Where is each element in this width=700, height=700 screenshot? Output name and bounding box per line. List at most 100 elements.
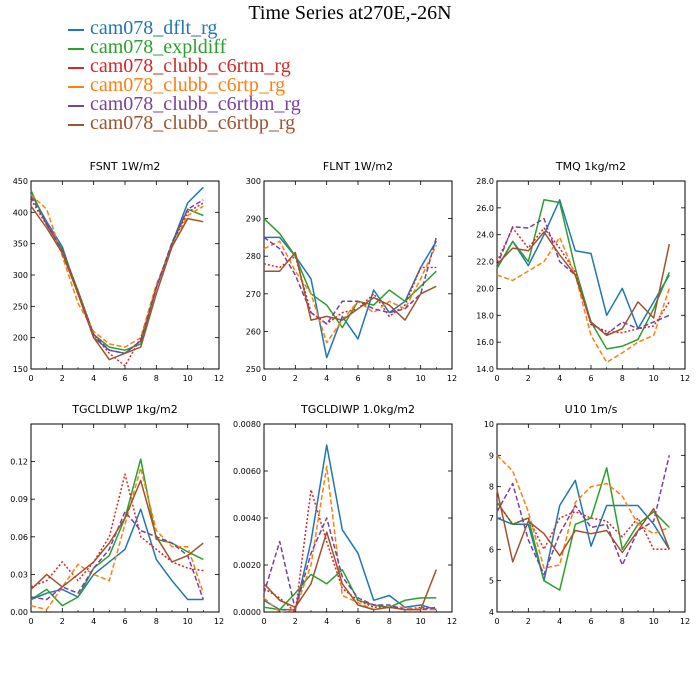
y-tick-label: 150: [13, 365, 28, 374]
series-line-cam078-clubb-c6rtp-rg: [263, 240, 437, 344]
x-tick-label: 2: [293, 617, 298, 626]
series-line-cam078-clubb-c6rtbm-rg: [30, 510, 205, 601]
x-tick-label: 12: [214, 617, 224, 626]
x-tick-label: 0: [28, 617, 33, 626]
series-line-cam078-dflt-rg: [496, 199, 670, 330]
y-tick-label: 270: [246, 290, 261, 299]
page-title: Time Series at270E,-26N: [248, 2, 452, 24]
y-tick-label: 0.0080: [233, 420, 261, 429]
series-line-cam078-clubb-c6rtp-rg: [496, 236, 671, 364]
x-tick-label: 10: [183, 374, 193, 383]
plot-frame: [263, 423, 453, 613]
y-tick-label: 450: [13, 177, 28, 186]
x-tick-label: 12: [680, 617, 690, 626]
x-tick-label: 6: [355, 374, 360, 383]
y-tick-label: 0.09: [10, 495, 28, 504]
y-tick-label: 28.0: [476, 177, 494, 186]
y-tick-label: 0.0000: [233, 608, 261, 617]
series-line-cam078-clubb-c6rtm-rg: [30, 199, 204, 367]
series-line-cam078-expldiff: [496, 467, 670, 591]
x-tick-label: 8: [620, 374, 625, 383]
x-tick-label: 2: [293, 374, 298, 383]
series-line-cam078-clubb-c6rtbm-rg: [30, 196, 204, 355]
legend-label: cam078_clubb_c6rtp_rg: [90, 74, 286, 96]
y-tick-label: 10: [484, 420, 494, 429]
y-tick-label: 280: [246, 252, 261, 261]
series-line-cam078-clubb-c6rtm-rg: [496, 227, 670, 334]
y-tick-label: 26.0: [476, 204, 494, 213]
series-line-cam078-clubb-c6rtp-rg: [30, 467, 205, 611]
y-tick-label: 260: [246, 327, 261, 336]
x-tick-label: 6: [588, 374, 593, 383]
y-tick-label: 24.0: [476, 231, 494, 240]
series-line-cam078-expldiff: [30, 190, 204, 351]
y-tick-label: 9: [489, 451, 494, 460]
x-tick-label: 10: [183, 617, 193, 626]
x-tick-label: 12: [680, 374, 690, 383]
x-tick-label: 8: [620, 617, 625, 626]
legend-swatch: [68, 67, 84, 69]
x-tick-label: 2: [60, 374, 65, 383]
y-tick-label: 200: [13, 334, 28, 343]
x-tick-label: 4: [324, 374, 329, 383]
y-tick-label: 16.0: [476, 338, 494, 347]
series-line-cam078-clubb-c6rtbm-rg: [496, 455, 671, 576]
series-line-cam078-clubb-c6rtbp-rg: [30, 479, 204, 590]
y-tick-label: 22.0: [476, 258, 494, 267]
x-tick-label: 10: [649, 374, 659, 383]
series-line-cam078-clubb-c6rtbp-rg: [496, 489, 671, 563]
x-tick-label: 8: [154, 617, 159, 626]
y-tick-label: 6: [489, 545, 494, 554]
x-tick-label: 10: [416, 374, 426, 383]
series-line-cam078-clubb-c6rtbp-rg: [263, 531, 437, 611]
x-tick-label: 8: [387, 374, 392, 383]
y-tick-label: 7: [489, 514, 494, 523]
series-line-cam078-expldiff: [263, 568, 437, 611]
x-tick-label: 6: [122, 617, 127, 626]
y-tick-label: 0.03: [10, 570, 28, 579]
series-line-cam078-expldiff: [496, 199, 670, 350]
x-tick-label: 6: [122, 374, 127, 383]
chart-panel: TMQ 1kg/m2 0 2 4 6 8 10 12 14.0 16.0 18.0 20.0 22.0 2…: [476, 160, 690, 383]
series-line-cam078-clubb-c6rtp-rg: [263, 465, 437, 613]
series-line-cam078-dflt-rg: [30, 508, 204, 601]
series-line-cam078-clubb-c6rtbp-rg: [264, 251, 437, 321]
x-tick-label: 4: [557, 374, 562, 383]
y-tick-label: 14.0: [476, 365, 494, 374]
x-tick-label: 8: [387, 617, 392, 626]
legend-label: cam078_dflt_rg: [90, 17, 218, 39]
plot-frame: [30, 180, 220, 370]
y-tick-label: 0.12: [10, 458, 28, 467]
panel-title: TGCLDLWP 1kg/m2: [71, 403, 177, 416]
y-tick-label: 250: [246, 365, 261, 374]
plot-frame: [263, 180, 453, 370]
x-tick-label: 12: [214, 374, 224, 383]
series-line-cam078-clubb-c6rtm-rg: [496, 501, 670, 551]
x-tick-label: 4: [557, 617, 562, 626]
x-tick-label: 2: [60, 617, 65, 626]
series-line-cam078-dflt-rg: [30, 186, 204, 355]
x-tick-label: 0: [261, 374, 266, 383]
y-tick-label: 4: [489, 608, 494, 617]
x-tick-label: 6: [355, 617, 360, 626]
legend-label: cam078_clubb_c6rtm_rg: [90, 55, 291, 77]
legend-swatch: [68, 105, 84, 107]
x-tick-label: 8: [154, 374, 159, 383]
y-tick-label: 300: [13, 271, 28, 280]
y-tick-label: 400: [13, 208, 28, 217]
x-tick-label: 0: [28, 374, 33, 383]
chart-panel: TGCLDLWP 1kg/m2 0 2 4 6 8 10 12 0.00 0.03 0.06 0.09…: [10, 403, 224, 626]
x-tick-label: 0: [261, 617, 266, 626]
y-tick-label: 300: [246, 177, 261, 186]
legend-swatch: [68, 124, 84, 126]
chart-panel: FLNT 1W/m2 0 2 4 6 8 10 12 250 260 270 280 290 300: [246, 160, 457, 383]
legend-label: cam078_expldiff: [90, 36, 227, 58]
x-tick-label: 2: [526, 617, 531, 626]
x-tick-label: 12: [447, 374, 457, 383]
chart-panel: U10 1m/s 0 2 4 6 8 10 12 4 5 6 7 8 9 10: [484, 403, 690, 626]
plot-frame: [496, 180, 686, 370]
series-line-cam078-clubb-c6rtbm-rg: [263, 236, 438, 325]
panel-title: FSNT 1W/m2: [90, 160, 161, 173]
series-line-cam078-clubb-c6rtbp-rg: [496, 231, 671, 337]
